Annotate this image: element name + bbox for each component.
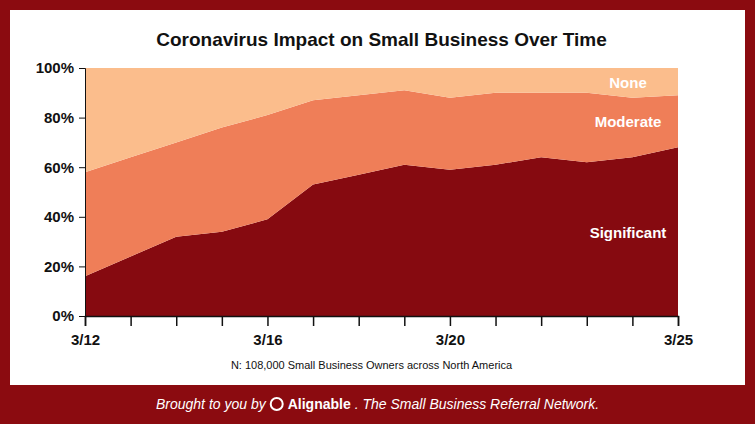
y-tick: 20%: [44, 258, 85, 275]
y-tick-label: 40%: [44, 208, 74, 225]
y-tick-mark: [79, 167, 85, 168]
logo: [271, 398, 283, 410]
series-label: None: [609, 74, 647, 91]
y-tick: 40%: [44, 208, 85, 225]
x-tick: 3/25: [664, 316, 693, 348]
x-tick: 3/16: [253, 316, 282, 348]
x-tick-mark: [85, 316, 87, 326]
y-tick-mark: [79, 118, 85, 119]
y-tick: 100%: [36, 59, 85, 76]
footer-prefix: Brought to you by: [156, 396, 267, 412]
x-tick-mark: [678, 316, 680, 326]
area-none: [85, 68, 678, 172]
x-tick: [541, 316, 542, 326]
footer-suffix: . The Small Business Referral Network.: [355, 396, 599, 412]
y-tick: 0%: [52, 307, 85, 324]
y-tick-label: 0%: [52, 307, 74, 324]
x-tick-label: 3/20: [436, 331, 465, 348]
x-tick-mark: [267, 316, 269, 326]
x-tick: [222, 316, 223, 326]
x-axis: 3/12 3/16 3/20 3/25: [71, 316, 693, 348]
x-tick: [176, 316, 177, 326]
footer: Brought to you by Alignable. The Small Bu…: [156, 396, 599, 412]
x-tick-label: 3/12: [71, 331, 100, 348]
x-tick-mark: [176, 316, 178, 326]
y-tick-mark: [79, 68, 85, 69]
x-tick-mark: [541, 316, 543, 326]
frame: [0, 0, 755, 424]
x-tick-mark: [632, 316, 634, 326]
x-tick: [632, 316, 633, 326]
x-tick-mark: [450, 316, 452, 326]
x-tick-mark: [222, 316, 224, 326]
x-tick-mark: [313, 316, 315, 326]
series-label: Significant: [590, 224, 667, 241]
y-tick-label: 60%: [44, 159, 74, 176]
plot-area: [85, 68, 678, 316]
x-axis-line: [86, 317, 679, 327]
y-tick-label: 80%: [44, 109, 74, 126]
x-tick: [587, 316, 588, 326]
x-tick-mark: [404, 316, 406, 326]
y-tick-label: 100%: [36, 59, 74, 76]
y-tick: 60%: [44, 159, 85, 176]
x-tick-mark: [495, 316, 497, 326]
note: N: 108,000 Small Business Owners across …: [231, 359, 513, 371]
x-tick-label: 3/25: [664, 331, 693, 348]
x-tick-mark: [587, 316, 589, 326]
y-axis: 0% 20% 40% 60% 80% 100%: [36, 59, 86, 324]
x-tick: 3/20: [436, 316, 465, 348]
y-axis-line: [79, 69, 86, 317]
x-tick: [404, 316, 405, 326]
x-tick: 3/12: [71, 316, 100, 348]
y-tick-label: 20%: [44, 258, 74, 275]
y-tick-mark: [79, 266, 85, 267]
x-tick: [131, 316, 132, 326]
y-tick: 80%: [44, 109, 85, 126]
series-label: Moderate: [595, 113, 662, 130]
x-tick-label: 3/16: [253, 331, 282, 348]
panel: [10, 10, 745, 385]
x-tick: [496, 316, 497, 326]
x-tick: [359, 316, 360, 326]
y-tick-mark: [79, 217, 85, 218]
x-tick-mark: [358, 316, 360, 326]
x-tick-mark: [130, 316, 132, 326]
y-tick-mark: [79, 316, 85, 317]
x-tick: [313, 316, 314, 326]
title: Coronavirus Impact on Small Business Ove…: [156, 29, 607, 50]
chart: Coronavirus Impact on Small Business Ove…: [0, 0, 755, 424]
footer-brand: Alignable: [288, 396, 351, 412]
